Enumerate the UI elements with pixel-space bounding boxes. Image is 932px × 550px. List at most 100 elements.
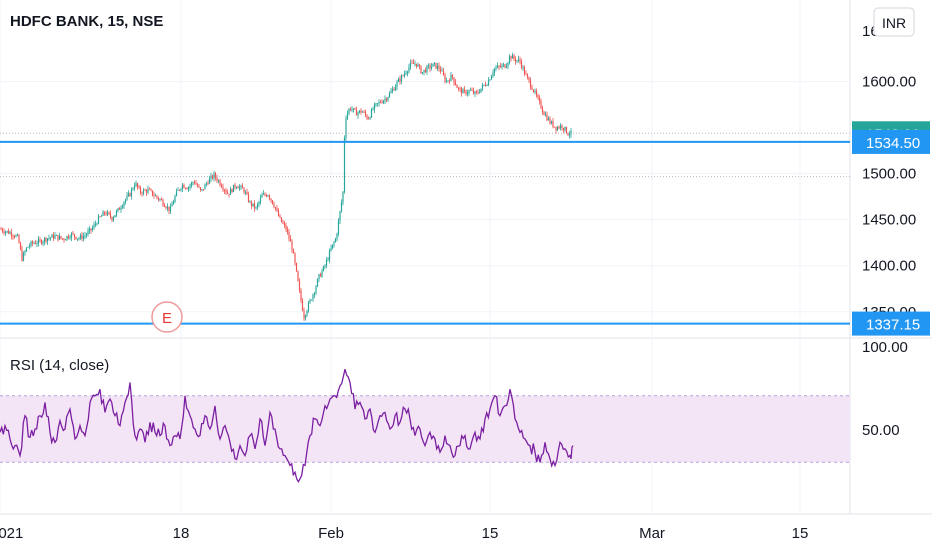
candle-body: [441, 70, 443, 72]
candle: [417, 62, 419, 68]
candle: [205, 181, 208, 187]
candle-body: [0, 228, 2, 230]
candle-body: [250, 201, 253, 206]
rsi-axis[interactable]: 100.00 50.00: [862, 339, 908, 439]
candle: [40, 239, 43, 245]
candle: [13, 234, 16, 239]
candle-body: [546, 114, 548, 121]
candle: [436, 62, 439, 72]
candle: [499, 62, 502, 69]
hline-tag-label: 1534.50: [866, 135, 920, 152]
candle-body: [256, 204, 259, 208]
candle: [501, 63, 503, 70]
candle: [72, 230, 74, 236]
candle-body: [373, 104, 376, 110]
hline-tag-bg: [852, 129, 930, 154]
candle: [367, 116, 370, 120]
candle: [291, 239, 293, 254]
candle-body: [231, 189, 233, 192]
candle: [543, 110, 545, 116]
candle-body: [195, 183, 197, 185]
candle: [264, 192, 266, 197]
candle: [366, 114, 368, 121]
candle-body: [58, 235, 61, 240]
time-tick-label: 2021: [0, 525, 23, 542]
candle: [393, 87, 395, 91]
candle-body: [49, 237, 52, 239]
candle-body: [445, 80, 448, 82]
candle-body: [435, 62, 437, 69]
candle-body: [361, 111, 364, 113]
candle: [178, 189, 181, 192]
candle: [172, 199, 175, 205]
candle-body: [516, 60, 518, 62]
candle: [346, 110, 349, 121]
candle: [21, 245, 23, 262]
candle-body: [39, 239, 41, 241]
candle: [184, 187, 187, 190]
candle: [378, 99, 380, 107]
candle-body: [324, 265, 326, 267]
price-tick-label: 1500.00: [862, 166, 916, 183]
candle: [60, 235, 62, 240]
price-pane[interactable]: [0, 0, 850, 338]
candle-body: [253, 203, 256, 209]
earnings-event-marker[interactable]: E: [151, 301, 183, 333]
time-axis[interactable]: 2021 18 Feb 15 Mar 15: [0, 525, 808, 542]
candle: [168, 206, 170, 215]
candle-body: [307, 302, 310, 311]
candle-body: [52, 234, 55, 239]
candle-body: [16, 234, 19, 236]
candle-body: [69, 237, 71, 239]
candle: [363, 109, 365, 113]
candle-series: [0, 52, 572, 321]
candle: [459, 86, 461, 93]
candle-body: [277, 210, 280, 217]
candle-body: [414, 63, 416, 65]
candle: [259, 194, 262, 205]
candle: [142, 188, 145, 196]
candle: [6, 230, 8, 234]
candle: [262, 190, 265, 196]
candle-body: [297, 271, 299, 282]
candle: [300, 288, 302, 304]
candle: [463, 86, 466, 94]
candle: [286, 226, 289, 235]
candle: [415, 63, 418, 69]
candle-body: [556, 127, 559, 131]
candle: [186, 187, 188, 190]
candle: [292, 248, 295, 254]
candle-body: [444, 74, 446, 82]
currency-button[interactable]: INR: [873, 7, 915, 37]
candle-body: [79, 235, 82, 239]
candle-body: [246, 192, 248, 195]
candle-body: [208, 178, 211, 184]
candle-body: [55, 234, 58, 236]
candle: [379, 99, 382, 104]
candle-body: [33, 242, 35, 244]
candle: [85, 232, 88, 239]
candle: [442, 67, 445, 76]
candle: [412, 59, 415, 64]
candle: [507, 61, 509, 70]
candle-body: [51, 234, 53, 238]
candle: [516, 59, 518, 64]
candle-body: [375, 103, 377, 105]
candle-body: [252, 203, 254, 206]
candle-body: [486, 85, 488, 87]
candle-body: [54, 235, 56, 239]
candle-body: [351, 109, 353, 111]
candle-body: [205, 183, 208, 185]
candle: [432, 63, 434, 67]
candle: [234, 182, 236, 190]
candle: [88, 226, 91, 235]
candle-body: [163, 205, 166, 207]
candle: [280, 217, 283, 223]
candle: [517, 55, 520, 63]
candle-body: [10, 232, 13, 236]
candle-body: [405, 73, 407, 74]
candle: [489, 78, 491, 81]
candle: [454, 79, 457, 86]
candle-body: [547, 118, 550, 121]
